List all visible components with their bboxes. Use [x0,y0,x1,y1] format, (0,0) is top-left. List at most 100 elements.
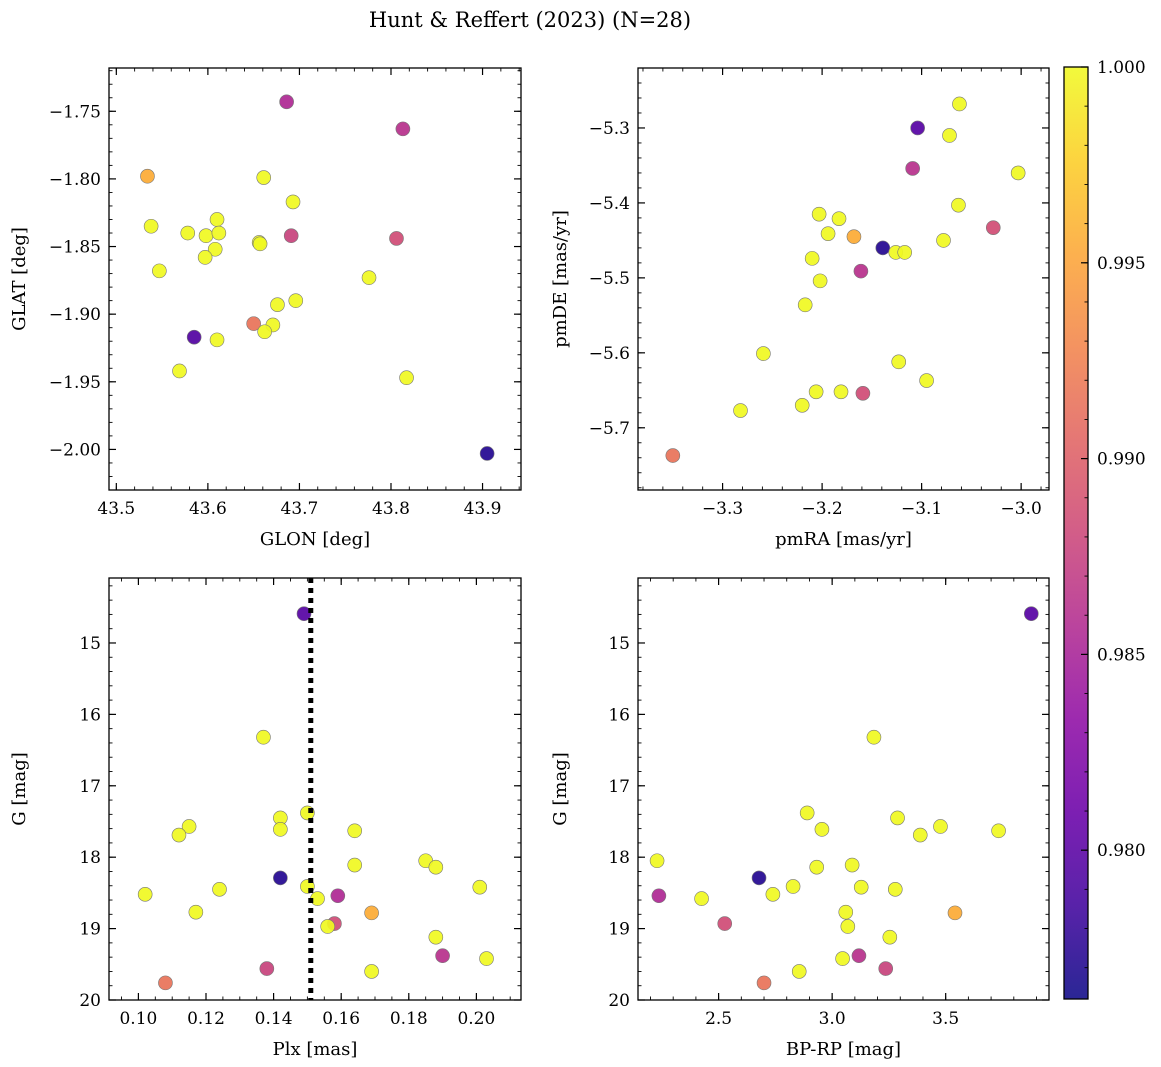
scatter-point [288,293,304,308]
scatter-point [479,446,495,461]
x-axis-label: Plx [mas] [273,1039,358,1060]
scatter-point [197,250,213,265]
scatter-point [765,887,781,902]
scatter-point [435,948,450,964]
scatter-points [665,96,1026,463]
scatter-point [246,316,261,331]
scatter-point [649,853,665,869]
scatter-point [942,128,957,143]
y-tick-label: 17 [79,777,101,797]
scatter-point [756,346,771,361]
colorbar-tick-label: 0.980 [1097,841,1146,861]
scatter-point [933,819,948,834]
x-tick-label: 0.12 [187,1009,225,1029]
scatter-point [897,245,913,260]
scatter-point [791,964,807,979]
scatter-point [364,964,379,979]
y-tick-label: 16 [79,705,101,725]
scatter-point [952,96,967,112]
y-tick-label: −1.95 [49,373,101,393]
scatter-point [846,229,862,244]
scatter-point [389,231,404,246]
scatter-point [751,870,767,886]
scatter-point [479,951,494,966]
x-tick-label: −3.2 [801,499,842,519]
scatter-point [259,961,275,976]
axes-frame [637,577,1050,1001]
panel-glon-glat: 43.5 43.6 43.7 43.8 43.9 −2.00 −1.95 −1.90 −1.85… [9,67,522,550]
scatter-point [428,929,444,945]
scatter-point [694,891,709,906]
scatter-point [209,332,225,348]
scatter-point [137,887,153,902]
scatter-point [799,805,815,821]
colorbar-gradient [1064,67,1088,999]
colorbar-frame [1063,66,1089,1000]
x-tick-label: 43.6 [189,499,227,519]
scatter-point [814,822,830,837]
scatter-point [270,297,285,312]
scatter-points [137,606,494,991]
scatter-point [181,819,197,834]
y-tick-label: 15 [79,634,101,654]
scatter-point [887,882,903,897]
x-tick-label: 43.5 [97,499,135,519]
colorbar-tick-label: 1.000 [1097,58,1146,78]
scatter-point [273,822,288,837]
scatter-point [936,233,951,248]
scatter-point [853,879,869,895]
scatter-point [211,225,227,241]
scatter-point [833,384,849,400]
scatter-point [905,161,920,176]
y-tick-label: 18 [79,848,101,868]
scatter-point [811,206,827,222]
scatter-point [330,888,346,904]
scatter-point [919,373,934,388]
scatter-point [838,904,854,920]
y-tick-label: −5.6 [589,344,630,364]
scatter-point [891,354,907,370]
scatter-point [717,916,733,931]
y-tick-label: −1.80 [49,170,101,190]
panel-pmra-pmde: −3.3 −3.2 −3.1 −3.0 −5.7 −5.6 −5.5 −5.4 −5.3 pmRA… [550,67,1050,550]
x-axis-label: pmRA [mas/yr] [775,529,912,550]
scatter-point [840,919,856,934]
scatter-point [756,975,772,991]
scatter-point [257,324,272,340]
scatter-point [910,120,925,136]
scatter-point [347,857,363,873]
axes-frame [108,577,522,1001]
colorbar: 0.980 0.985 0.990 0.995 1.000 [1063,58,1146,1000]
colorbar-tick-label: 0.995 [1097,254,1146,274]
x-tick-label: 0.10 [119,1009,157,1029]
scatter-point [665,448,681,463]
y-tick-label: −1.75 [49,102,101,122]
scatter-point [428,859,444,875]
y-tick-label: −5.4 [589,194,630,214]
x-axis-label: GLON [deg] [260,529,370,550]
minor-ticks [638,578,1049,1001]
minor-ticks [109,578,521,1001]
axes-frame [637,67,1050,491]
x-tick-label: 3.5 [932,1009,959,1029]
scatter-point [844,857,860,873]
scatter-point [809,859,825,875]
x-tick-label: 0.14 [255,1009,293,1029]
x-tick-label: −3.1 [901,499,942,519]
x-tick-label: 43.9 [464,499,502,519]
y-tick-label: −2.00 [49,440,101,460]
figure-title: Hunt & Reffert (2023) (N=28) [369,8,691,32]
axes-frame [108,67,522,491]
y-tick-label: 19 [79,920,101,940]
panel-bprp-g: 2.5 3.0 3.5 15 16 17 18 19 20 BP-RP [mag] G [mag] [550,577,1050,1060]
y-tick-label: 17 [608,777,630,797]
scatter-point [198,228,214,244]
x-tick-label: 0.20 [457,1009,495,1029]
y-tick-label: 20 [608,991,630,1011]
y-tick-label: 20 [79,991,101,1011]
scatter-point [808,384,824,400]
scatter-point [283,228,299,244]
scatter-point [172,363,187,379]
x-tick-label: 0.16 [322,1009,360,1029]
y-axis-label: G [mag] [9,752,30,825]
